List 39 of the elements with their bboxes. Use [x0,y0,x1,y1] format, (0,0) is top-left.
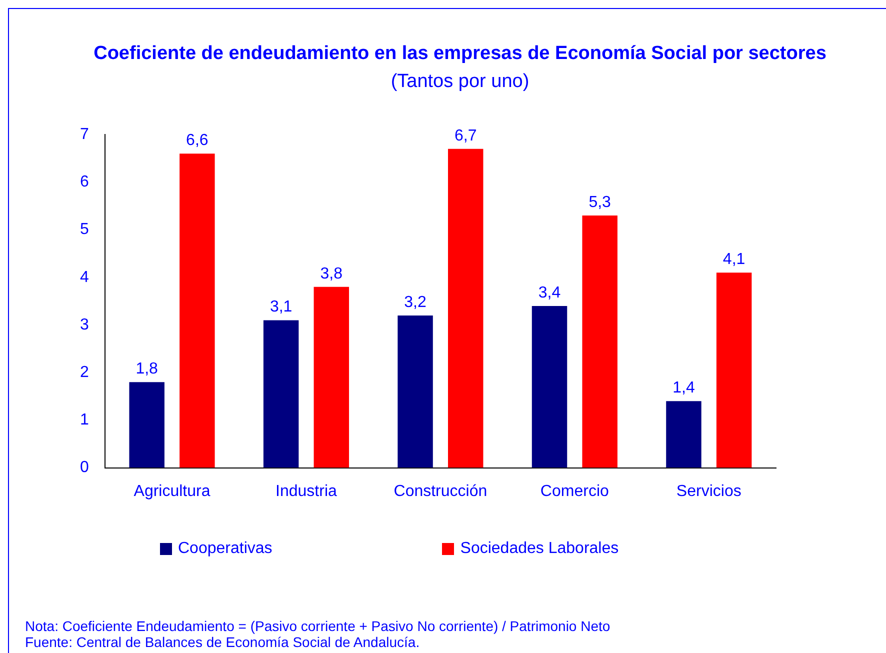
data-label: 1,8 [136,360,158,378]
x-tick-label: Industria [276,482,338,500]
y-tick-label: 5 [80,221,89,238]
text: Nota: Coeficiente Endeudamiento = (Pasivo corriente + Pasivo No corriente) / Patrimonio Neto [25,618,610,634]
chart-subtitle: (Tantos por uno) [390,71,530,92]
legend-label: Sociedades Laborales [460,540,619,558]
bar [716,272,752,468]
y-tick-label: 4 [80,268,89,286]
y-tick-label: 7 [80,126,89,144]
y-tick-label: 0 [80,459,89,476]
bar [314,286,350,468]
bar [666,401,702,468]
legend-label: Cooperativas [178,540,272,558]
y-tick-label: 2 [80,364,89,382]
data-label: 6,7 [454,127,477,144]
y-tick-label: 6 [80,174,89,191]
data-label: 3,8 [320,265,343,282]
data-label: 6,6 [186,132,208,150]
bar [129,382,164,468]
bar [180,154,215,468]
data-label: 3,4 [538,284,561,302]
x-tick-label: Servicios [676,482,742,500]
data-label: 3,2 [404,294,426,311]
bar [532,306,568,468]
source-note: Fuente: Central de Balances de Economía Social de Andalucía. [25,634,421,650]
bar [582,216,618,468]
x-tick-label: Agricultura [134,482,210,500]
bar [398,315,433,468]
data-label: 1,4 [672,380,695,397]
x-tick-label: Construcción [394,482,488,500]
data-label: 3,1 [270,298,292,316]
x-tick-label: Comercio [540,482,609,500]
data-label: 5,3 [588,194,612,211]
y-tick-label: 3 [80,316,89,334]
bar [263,320,299,468]
bar [448,148,484,468]
data-label: 4,1 [722,251,746,268]
chart-title: Coeficiente de endeudamiento en las empresas de Economía Social por sectores [94,43,826,64]
y-tick-label: 1 [80,412,89,429]
